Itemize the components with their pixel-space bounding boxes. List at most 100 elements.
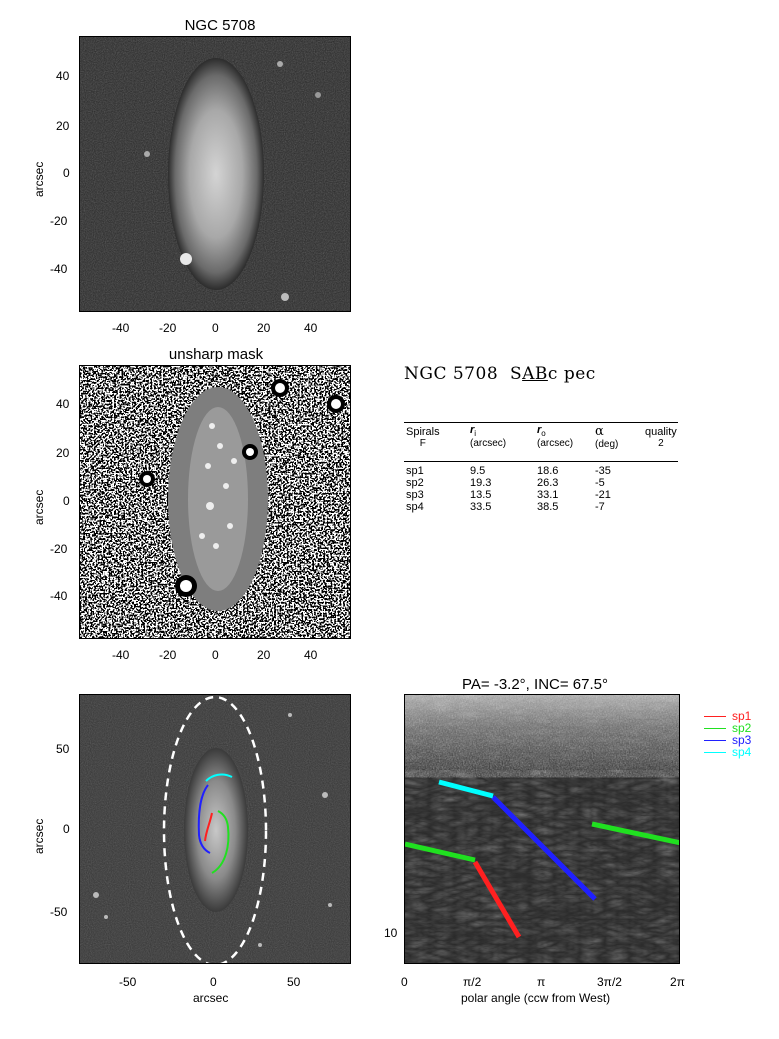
table-header-spirals: Spirals F — [406, 426, 440, 449]
table-top-rule — [404, 422, 678, 423]
panel2-xtick: -40 — [112, 648, 130, 662]
panel4-xtick: π — [537, 975, 546, 989]
panel3-image — [79, 694, 351, 964]
sp1-segment — [472, 860, 522, 939]
panel3-stars — [93, 713, 332, 947]
table-cell-name: sp3 — [406, 489, 424, 501]
panel1-ylabel: arcsec — [32, 161, 46, 197]
panel2-ytick: 0 — [63, 494, 70, 508]
panel4-xtick: 3π/2 — [597, 975, 622, 989]
panel3-deprojection-ellipse — [162, 695, 268, 963]
panel4-top-noise — [405, 695, 679, 770]
panel4-image — [404, 694, 680, 964]
panel4-title: PA= -3.2°, INC= 67.5° — [462, 676, 608, 693]
panel2-ylabel: arcsec — [32, 489, 46, 525]
sp3-segment — [491, 795, 597, 901]
panel1-ytick: -40 — [50, 262, 68, 276]
legend-swatch — [704, 728, 726, 730]
panel1-ytick: -20 — [50, 214, 68, 228]
panel1-xtick: -20 — [159, 321, 177, 335]
table-cell-ro: 18.6 — [537, 465, 559, 477]
panel2-ytick: 20 — [56, 446, 70, 460]
galaxy-type-prefix: S — [509, 364, 523, 384]
panel4-xtick: 0 — [401, 975, 408, 989]
panel1-galaxy — [168, 58, 264, 290]
panel3-xtick: 0 — [210, 975, 217, 989]
galaxy-heading: NGC 5708 SABc pec — [404, 364, 596, 384]
legend-item-sp4: sp4 — [704, 745, 751, 759]
panel2-xtick: 40 — [304, 648, 318, 662]
table-cell-ro: 33.1 — [537, 489, 559, 501]
panel2-star — [275, 383, 285, 393]
table-cell-alpha: -5 — [595, 477, 605, 489]
table-mid-rule — [404, 461, 678, 462]
panel4-xtick: π/2 — [463, 975, 482, 989]
legend-item-sp3: sp3 — [704, 733, 751, 747]
table-cell-ri: 33.5 — [470, 501, 492, 513]
table-header-ro: ro (arcsec) — [537, 424, 574, 450]
panel2-xtick: 0 — [212, 648, 219, 662]
panel2-xtick: 20 — [257, 648, 271, 662]
panel1-star — [315, 92, 321, 98]
panel4-ytick: 10 — [384, 926, 398, 940]
panel1-image — [79, 36, 351, 312]
panel2-image — [79, 365, 351, 639]
sp4-segment — [438, 779, 494, 799]
galaxy-type-suffix: c pec — [547, 364, 596, 384]
table-cell-name: sp2 — [406, 477, 424, 489]
panel4-xtick: 2π — [670, 975, 685, 989]
panel2-ytick: -20 — [50, 542, 68, 556]
panel1-ytick: 40 — [56, 69, 70, 83]
table-cell-alpha: -21 — [595, 489, 611, 501]
panel3-galaxy — [184, 748, 248, 912]
sp4-arc — [205, 773, 233, 782]
panel1-star — [281, 293, 289, 301]
panel3-xlabel: arcsec — [193, 991, 229, 1005]
panel3-ytick: 0 — [63, 822, 70, 836]
legend-item-sp1: sp1 — [704, 709, 751, 723]
legend-item-sp2: sp2 — [704, 721, 751, 735]
panel2-knots — [199, 423, 237, 549]
panel1-xtick: 20 — [257, 321, 271, 335]
panel3-ytick: -50 — [50, 905, 68, 919]
legend-label: sp2 — [732, 721, 752, 735]
panel4-svg — [405, 695, 679, 963]
panel2-xtick: -20 — [159, 648, 177, 662]
panel1-star — [277, 61, 283, 67]
table-cell-ri: 13.5 — [470, 489, 492, 501]
sp2-segment-right — [591, 821, 679, 846]
panel1-xtick: 0 — [212, 321, 219, 335]
panel3-ytick: 50 — [56, 742, 70, 756]
table-header-ri: ri (arcsec) — [470, 424, 507, 450]
panel3-xtick: -50 — [119, 975, 137, 989]
panel2-ytick: 40 — [56, 397, 70, 411]
panel2-galaxy-core — [188, 407, 248, 591]
table-header-quality: quality 2 — [645, 426, 677, 449]
table-cell-name: sp1 — [406, 465, 424, 477]
galaxy-type-bar: AB — [522, 364, 548, 384]
legend-swatch — [704, 752, 726, 754]
panel2-ytick: -40 — [50, 589, 68, 603]
panel3-xtick: 50 — [287, 975, 301, 989]
panel1-svg — [80, 37, 350, 311]
panel2-svg — [80, 366, 350, 638]
galaxy-name: NGC 5708 — [404, 364, 499, 384]
table-cell-alpha: -35 — [595, 465, 611, 477]
table-cell-ri: 19.3 — [470, 477, 492, 489]
panel3-ylabel: arcsec — [32, 818, 46, 854]
legend-swatch — [704, 716, 726, 718]
sp3-arc — [197, 784, 211, 854]
panel1-title: NGC 5708 — [184, 17, 256, 34]
panel2-star — [143, 475, 151, 483]
legend-label: sp4 — [732, 745, 752, 759]
panel2-title: unsharp mask — [168, 346, 264, 363]
panel1-star — [180, 253, 192, 265]
panel1-xtick: 40 — [304, 321, 318, 335]
panel2-star — [246, 448, 254, 456]
table-cell-alpha: -7 — [595, 501, 605, 513]
panel1-star — [144, 151, 150, 157]
panel4-xlabel: polar angle (ccw from West) — [461, 991, 611, 1005]
legend-swatch — [704, 740, 726, 742]
table-cell-ro: 38.5 — [537, 501, 559, 513]
panel1-ytick: 0 — [63, 166, 70, 180]
